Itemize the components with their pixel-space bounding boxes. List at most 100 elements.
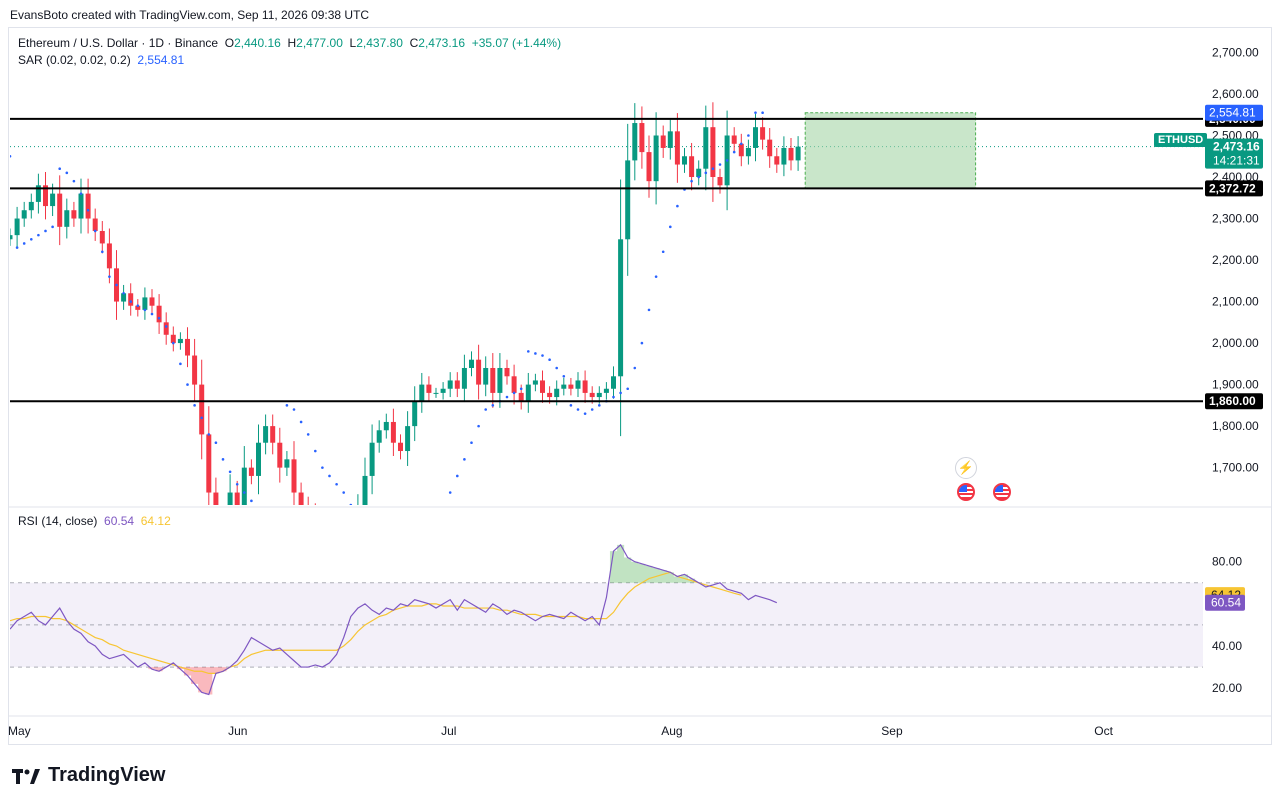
tradingview-logo: TradingView bbox=[12, 764, 165, 787]
sar-price-tag bbox=[1205, 104, 1263, 121]
candle-body bbox=[447, 380, 453, 389]
sar-dot bbox=[172, 341, 175, 345]
candle-body bbox=[646, 152, 652, 182]
close-label: C bbox=[409, 36, 419, 50]
rsi-axis-tick-label: 80.00 bbox=[1212, 555, 1242, 569]
candle-body bbox=[795, 146, 801, 161]
sar-dot bbox=[37, 233, 40, 237]
candle-body bbox=[398, 442, 403, 452]
candle-body bbox=[348, 534, 353, 559]
candle-body bbox=[142, 297, 148, 310]
sar-label[interactable]: SAR (0.02, 0.02, 0.2) bbox=[18, 53, 131, 67]
lightning-event-icon[interactable]: ⚡ bbox=[955, 457, 977, 479]
sar-dot bbox=[51, 225, 54, 229]
time-axis-tick-label: May bbox=[8, 724, 31, 738]
candle-body bbox=[99, 230, 105, 244]
candle-body bbox=[128, 293, 134, 306]
sar-dot bbox=[527, 350, 530, 353]
level-price-tag-text: 1,860.00 bbox=[1209, 394, 1256, 408]
candle-body bbox=[525, 384, 531, 402]
sar-price-tag-text: 2,554.81 bbox=[1209, 106, 1256, 120]
candle-body bbox=[28, 201, 34, 211]
sar-dot bbox=[448, 491, 452, 494]
sar-dot bbox=[214, 441, 218, 445]
candle-body bbox=[234, 492, 240, 505]
sar-dot bbox=[399, 545, 402, 548]
sar-dot bbox=[754, 111, 757, 114]
candle-body bbox=[504, 367, 510, 377]
last-price-tag bbox=[1205, 138, 1263, 169]
candle-body bbox=[575, 380, 581, 389]
sar-dot bbox=[484, 408, 488, 411]
us-flag-icon[interactable] bbox=[993, 483, 1011, 501]
candle-body bbox=[85, 193, 91, 219]
sar-dot bbox=[271, 524, 274, 527]
candle-body bbox=[589, 392, 595, 398]
sar-dot bbox=[392, 541, 395, 544]
sar-dot bbox=[357, 512, 360, 515]
candle-body bbox=[248, 467, 254, 476]
candle-body bbox=[306, 505, 311, 513]
rsi-label[interactable]: RSI (14, close) bbox=[18, 514, 98, 528]
candle-body bbox=[64, 210, 70, 227]
sar-dot bbox=[221, 458, 225, 461]
candle-body bbox=[263, 426, 269, 443]
candle-body bbox=[674, 131, 680, 165]
candle-body bbox=[433, 392, 439, 394]
change-value: +35.07 (+1.44%) bbox=[471, 36, 562, 50]
sar-dot bbox=[590, 408, 594, 411]
price-legend: Ethereum / U.S. Dollar · 1D · Binance O2… bbox=[18, 35, 561, 69]
sar-dot bbox=[285, 404, 289, 407]
sar-dot bbox=[342, 491, 346, 494]
candle-body bbox=[35, 185, 41, 202]
sar-dot bbox=[314, 449, 317, 453]
candle-body bbox=[490, 367, 496, 393]
sar-dot bbox=[157, 316, 161, 320]
sar-value: 2,554.81 bbox=[137, 53, 185, 67]
sar-dot bbox=[633, 366, 637, 370]
candle-body bbox=[603, 388, 609, 393]
sar-dot bbox=[207, 433, 211, 436]
us-flag-icon[interactable] bbox=[957, 483, 975, 501]
candle-body bbox=[554, 388, 560, 398]
sar-dot bbox=[583, 412, 587, 415]
sar-dot bbox=[122, 291, 125, 295]
sar-dot bbox=[200, 416, 203, 420]
sar-dot bbox=[406, 549, 409, 552]
sar-dot bbox=[505, 395, 509, 399]
brand-name: TradingView bbox=[48, 764, 166, 786]
candle-body bbox=[667, 131, 673, 148]
sar-dot bbox=[385, 537, 388, 540]
sar-dot bbox=[115, 283, 118, 287]
open-label: O bbox=[224, 36, 235, 50]
sar-dot bbox=[86, 208, 90, 212]
sar-dot bbox=[186, 383, 189, 386]
candle-body bbox=[149, 297, 155, 306]
candle-body bbox=[717, 177, 723, 186]
sar-dot bbox=[555, 366, 558, 370]
sar-dot bbox=[463, 458, 466, 461]
sar-dot bbox=[690, 179, 693, 183]
candle-body bbox=[43, 185, 48, 207]
candle-body bbox=[383, 421, 389, 431]
time-axis-tick-label: Oct bbox=[1094, 724, 1113, 738]
candle-body bbox=[703, 127, 709, 169]
symbol-title[interactable]: Ethereum / U.S. Dollar · 1D · Binance bbox=[18, 36, 219, 50]
candle-body bbox=[469, 359, 474, 368]
sar-dot bbox=[435, 524, 438, 527]
candle-body bbox=[497, 367, 503, 393]
sar-dot bbox=[421, 558, 424, 561]
sar-dot bbox=[619, 391, 622, 395]
candle-body bbox=[660, 135, 666, 148]
sar-dot bbox=[740, 142, 743, 146]
high-label: H bbox=[287, 36, 297, 50]
open-value: 2,440.16 bbox=[234, 36, 281, 50]
candle-body bbox=[270, 426, 276, 443]
candle-body bbox=[618, 239, 624, 377]
candle-body bbox=[774, 156, 780, 165]
sar-dot bbox=[10, 154, 12, 158]
candle-body bbox=[106, 243, 112, 269]
sar-dot bbox=[193, 404, 196, 407]
sar-dot bbox=[328, 474, 331, 478]
